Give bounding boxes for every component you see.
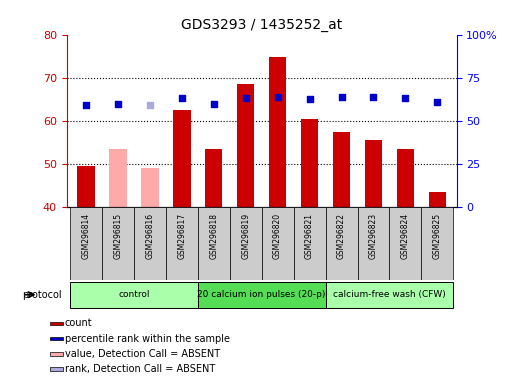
Bar	[173, 110, 190, 207]
Bar	[428, 192, 446, 207]
Bar	[50, 337, 63, 340]
Point	[242, 95, 250, 101]
Point	[338, 94, 346, 100]
Bar	[102, 207, 134, 280]
Text: 20 calcium ion pulses (20-p): 20 calcium ion pulses (20-p)	[198, 290, 326, 299]
Bar	[77, 166, 95, 207]
Bar	[50, 367, 63, 371]
Text: GSM296821: GSM296821	[305, 213, 314, 259]
Bar	[293, 207, 326, 280]
Text: value, Detection Call = ABSENT: value, Detection Call = ABSENT	[65, 349, 220, 359]
Bar	[269, 57, 286, 207]
Bar	[358, 207, 389, 280]
Bar	[198, 282, 326, 308]
Point	[305, 96, 313, 103]
Bar	[141, 169, 159, 207]
Text: GSM296825: GSM296825	[433, 213, 442, 259]
Bar	[333, 132, 350, 207]
Bar	[389, 207, 421, 280]
Bar	[50, 322, 63, 325]
Text: GSM296819: GSM296819	[241, 213, 250, 259]
Text: control: control	[118, 290, 150, 299]
Text: GSM296818: GSM296818	[209, 213, 218, 259]
Point	[177, 94, 186, 101]
Text: GSM296822: GSM296822	[337, 213, 346, 259]
Point	[273, 94, 282, 100]
Point	[369, 94, 378, 100]
Bar	[109, 149, 127, 207]
Text: GSM296817: GSM296817	[177, 213, 186, 259]
Bar	[301, 119, 319, 207]
Bar	[397, 149, 414, 207]
Bar	[326, 282, 453, 308]
Bar	[70, 282, 198, 308]
Bar	[134, 207, 166, 280]
Bar	[326, 207, 358, 280]
Text: calcium-free wash (CFW): calcium-free wash (CFW)	[333, 290, 446, 299]
Point	[114, 101, 122, 107]
Text: GSM296820: GSM296820	[273, 213, 282, 259]
Point	[433, 99, 442, 105]
Text: percentile rank within the sample: percentile rank within the sample	[65, 334, 230, 344]
Text: GSM296823: GSM296823	[369, 213, 378, 259]
Bar	[365, 141, 382, 207]
Point	[401, 95, 409, 101]
Text: GSM296816: GSM296816	[145, 213, 154, 259]
Text: GSM296824: GSM296824	[401, 213, 410, 259]
Bar	[421, 207, 453, 280]
Text: GSM296814: GSM296814	[82, 213, 90, 259]
Point	[210, 101, 218, 107]
Bar	[166, 207, 198, 280]
Bar	[198, 207, 230, 280]
Bar	[50, 352, 63, 356]
Title: GDS3293 / 1435252_at: GDS3293 / 1435252_at	[181, 18, 342, 32]
Point	[82, 103, 90, 109]
Bar	[230, 207, 262, 280]
Bar	[205, 149, 223, 207]
Point	[146, 103, 154, 109]
Text: GSM296815: GSM296815	[113, 213, 122, 259]
Text: count: count	[65, 318, 92, 328]
Text: rank, Detection Call = ABSENT: rank, Detection Call = ABSENT	[65, 364, 215, 374]
Text: protocol: protocol	[22, 290, 62, 300]
Bar	[262, 207, 293, 280]
Bar	[237, 84, 254, 207]
Bar	[70, 207, 102, 280]
